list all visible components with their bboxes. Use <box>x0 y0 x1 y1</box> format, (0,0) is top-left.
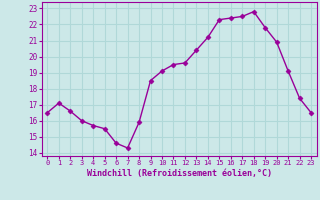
X-axis label: Windchill (Refroidissement éolien,°C): Windchill (Refroidissement éolien,°C) <box>87 169 272 178</box>
